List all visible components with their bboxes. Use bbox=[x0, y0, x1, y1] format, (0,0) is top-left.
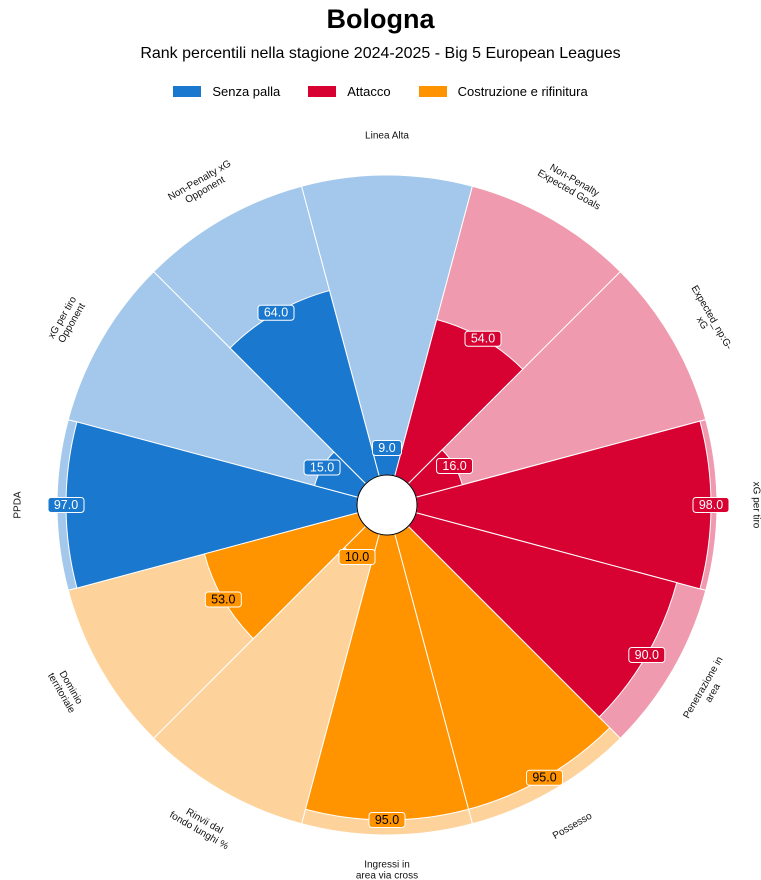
value-label-box bbox=[436, 458, 474, 474]
legend-swatch-senza-palla bbox=[173, 86, 202, 97]
category-label-possesso: Possesso bbox=[551, 810, 594, 841]
value-label-ingressi-in-area-via-cross: 95.0 bbox=[368, 812, 406, 828]
value-label-text: 64.0 bbox=[264, 306, 288, 320]
legend-swatch-attacco bbox=[308, 86, 337, 97]
value-label-non-penalty-expected-goals: 54.0 bbox=[464, 330, 502, 347]
chart-title: Bologna bbox=[326, 4, 435, 34]
value-label-text: 16.0 bbox=[442, 459, 466, 473]
value-label-box bbox=[257, 304, 295, 321]
value-label-box bbox=[692, 497, 730, 513]
value-label-box bbox=[47, 497, 85, 513]
value-label-box bbox=[368, 812, 406, 828]
value-label-box bbox=[338, 548, 376, 565]
legend-label-attacco: Attacco bbox=[347, 84, 391, 99]
category-label-non-penalty-expected-goals: Non-PenaltyExpected Goals bbox=[535, 158, 607, 212]
value-label-box bbox=[464, 330, 502, 347]
value-label-dominio-territoriale: 53.0 bbox=[204, 591, 242, 608]
legend-item-senza-palla: Senza palla bbox=[173, 84, 280, 99]
value-label-text: 9.0 bbox=[378, 441, 395, 455]
category-label-expected-np-g-xg: Expected_np:G-xG bbox=[679, 284, 734, 358]
legend: Senza palla Attacco Costruzione e rifini… bbox=[0, 84, 761, 99]
value-label-non-penalty-xg-opponent: 64.0 bbox=[257, 304, 295, 321]
category-label-xg-per-tiro: xG per tiro bbox=[751, 482, 761, 529]
value-label-ppda: 97.0 bbox=[47, 497, 85, 513]
value-label-box bbox=[303, 459, 341, 476]
category-label-penetrazione-in-area: Penetrazione inarea bbox=[681, 655, 735, 726]
value-label-text: 15.0 bbox=[310, 460, 334, 474]
legend-item-attacco: Attacco bbox=[308, 84, 391, 99]
legend-item-costruzione: Costruzione e rifinitura bbox=[418, 84, 588, 99]
value-label-text: 10.0 bbox=[345, 550, 369, 564]
category-label-ingressi-in-area-via-cross: Ingressi inarea via cross% bbox=[356, 860, 418, 880]
value-label-text: 97.0 bbox=[54, 498, 78, 512]
center-hole bbox=[356, 474, 418, 536]
value-label-text: 95.0 bbox=[532, 771, 556, 785]
value-label-rinvii-dal-fondo-lunghi: 10.0 bbox=[338, 548, 376, 565]
value-label-text: 95.0 bbox=[375, 813, 399, 827]
category-label-linea-alta: Linea Alta bbox=[365, 131, 409, 142]
category-label-xg-per-tiro-opponent: xG per tiroOpponent bbox=[46, 294, 89, 346]
value-label-box bbox=[204, 591, 242, 608]
category-label-rinvii-dal-fondo-lunghi: Rinvii dalfondo lunghi % bbox=[167, 800, 235, 852]
value-label-possesso: 95.0 bbox=[526, 769, 563, 786]
value-label-text: 53.0 bbox=[211, 592, 235, 606]
value-labels: 97.0 15.0 64.0 9.0 54.0 16.0 98.0 90.0 95.0 95.0 1… bbox=[47, 304, 730, 828]
value-label-text: 98.0 bbox=[699, 498, 723, 512]
value-label-text: 90.0 bbox=[635, 648, 659, 662]
value-label-penetrazione-in-area: 90.0 bbox=[628, 647, 666, 663]
category-label-ppda: PPDA bbox=[13, 491, 24, 519]
chart-subtitle: Rank percentili nella stagione 2024-2025… bbox=[140, 45, 621, 62]
value-label-box bbox=[628, 647, 666, 663]
value-label-text: 54.0 bbox=[471, 332, 495, 346]
legend-label-costruzione: Costruzione e rifinitura bbox=[457, 84, 588, 99]
value-label-linea-alta: 9.0 bbox=[372, 440, 402, 456]
value-label-expected-np-g-xg: 16.0 bbox=[436, 458, 474, 474]
category-label-non-penalty-xg-opponent: Non-Penalty xGOpponent bbox=[166, 158, 238, 212]
value-label-xg-per-tiro-opponent: 15.0 bbox=[303, 459, 341, 476]
value-label-box bbox=[526, 769, 563, 786]
value-label-box bbox=[372, 440, 402, 456]
value-wedges bbox=[65, 289, 712, 821]
legend-swatch-costruzione bbox=[418, 86, 447, 97]
category-label-dominio-territoriale: Dominioterritoriale bbox=[45, 666, 87, 716]
legend-label-senza-palla: Senza palla bbox=[212, 84, 281, 99]
value-label-xg-per-tiro: 98.0 bbox=[692, 497, 730, 513]
